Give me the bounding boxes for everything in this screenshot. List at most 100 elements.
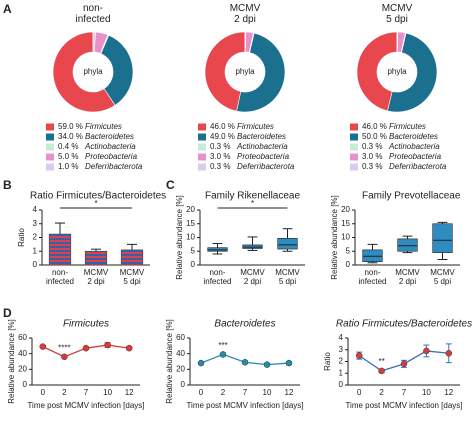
bar <box>84 250 108 266</box>
x-tick-label: MCMV 2 dpi <box>395 268 420 286</box>
x-tick-label: 12 <box>285 388 294 397</box>
center-label: phyla <box>235 67 255 76</box>
legend-label: Actinobacteria <box>236 142 288 151</box>
x-tick-label: 10 <box>263 388 272 397</box>
x-tick-label: 12 <box>125 388 134 397</box>
legend-label: Bacteroidetes <box>237 132 286 141</box>
y-tick-label: 0 <box>33 260 38 269</box>
y-tick-label: 1 <box>339 368 344 377</box>
marker <box>82 344 90 352</box>
legend-value: 3.0 % <box>210 152 230 161</box>
chart-title: non-infected <box>75 3 110 25</box>
y-axis-label: Relative abundance [%] <box>330 195 339 280</box>
legend-value: 0.4 % <box>58 142 78 151</box>
pie-slice <box>92 31 96 53</box>
y-tick-label: 0 <box>23 380 28 389</box>
marker <box>400 360 408 368</box>
legend-swatch <box>350 143 358 151</box>
x-axis-label: Time post MCMV infection [days] <box>27 401 144 410</box>
panel-label: A <box>3 2 12 16</box>
legend-label: Proteobacteria <box>85 152 138 161</box>
box <box>277 238 298 250</box>
pie-slice <box>52 31 116 113</box>
legend-value: 50.0 % <box>362 132 387 141</box>
x-tick-label: MCMV 5 dpi <box>120 268 145 286</box>
x-tick-label: 10 <box>103 388 112 397</box>
marker <box>355 352 363 359</box>
legend-value: 34.0 % <box>58 132 83 141</box>
chart-title: MCMV 5 dpi <box>382 3 413 25</box>
y-tick-label: 0 <box>346 260 351 269</box>
marker <box>125 344 133 352</box>
x-tick-label: 10 <box>422 388 431 397</box>
legend-label: Actinobacteria <box>388 142 440 151</box>
legend-value: 46.0 % <box>362 122 387 131</box>
marker <box>445 350 453 357</box>
y-axis-label: Ratio <box>17 228 26 247</box>
x-tick-label: 2 <box>379 388 384 397</box>
y-tick-label: 0 <box>339 380 344 389</box>
panel-label: B <box>3 178 12 192</box>
legend-value: 49.0 % <box>210 132 235 141</box>
y-tick-label: 40 <box>176 349 185 358</box>
legend-label: Bacteroidetes <box>85 132 134 141</box>
marker <box>241 359 249 366</box>
box <box>397 238 418 252</box>
legend-swatch <box>350 133 358 141</box>
pie-slice <box>236 32 286 113</box>
x-tick-label: MCMV 2 dpi <box>84 268 109 286</box>
legend-swatch <box>198 133 206 141</box>
legend-swatch <box>350 163 358 171</box>
y-tick-label: 2 <box>339 357 344 366</box>
legend-swatch <box>46 143 54 151</box>
y-tick-label: 5 <box>191 246 196 255</box>
marker <box>197 359 205 367</box>
panel-label: C <box>166 178 175 192</box>
center-label: phyla <box>83 67 103 76</box>
y-tick-label: 2 <box>33 233 38 242</box>
chart-title: MCMV 2 dpi <box>230 3 261 25</box>
significance-label: *** <box>218 341 227 350</box>
marker <box>423 347 430 355</box>
x-tick-label: 0 <box>357 388 362 397</box>
x-tick-label: non-infected <box>203 268 231 286</box>
y-tick-label: 20 <box>186 205 195 214</box>
y-tick-label: 3 <box>339 345 344 354</box>
y-axis-label: Relative abundance [%] <box>7 319 16 404</box>
y-tick-label: 10 <box>186 233 195 242</box>
y-axis-label: Relative abundance [%] <box>165 319 174 404</box>
marker <box>39 343 47 350</box>
y-axis-label: Ratio <box>323 352 332 371</box>
legend-value: 3.0 % <box>362 152 382 161</box>
panel-label: D <box>3 306 12 320</box>
chart-title: Ratio Firmicutes/Bacteroidetes <box>30 191 166 202</box>
y-tick-label: 15 <box>186 219 195 228</box>
box <box>432 223 453 253</box>
legend-swatch <box>198 123 206 131</box>
y-tick-label: 10 <box>341 233 350 242</box>
legend-swatch <box>46 163 54 171</box>
x-tick-label: non-infected <box>358 268 386 286</box>
legend-swatch <box>198 153 206 161</box>
x-tick-label: non-infected <box>46 268 74 286</box>
significance-label: * <box>251 199 254 208</box>
legend-swatch <box>46 133 54 141</box>
legend-label: Deferribacterota <box>237 162 295 171</box>
pie-slice <box>244 31 247 53</box>
y-tick-label: 15 <box>341 219 350 228</box>
legend-label: Firmicutes <box>237 122 274 131</box>
y-tick-label: 4 <box>339 333 344 342</box>
x-tick-label: 12 <box>444 388 453 397</box>
x-tick-label: MCMV 2 dpi <box>240 268 265 286</box>
legend-label: Deferribacterota <box>389 162 447 171</box>
chart-title: Bacteroidetes <box>214 319 275 330</box>
pie-slice <box>356 31 398 112</box>
legend-swatch <box>198 163 206 171</box>
legend-swatch <box>198 143 206 151</box>
x-tick-label: 2 <box>62 388 67 397</box>
legend-value: 1.0 % <box>58 162 78 171</box>
y-tick-label: 20 <box>341 205 350 214</box>
chart-title: Family Prevotellaceae <box>362 191 461 202</box>
pie-slice <box>204 31 246 112</box>
